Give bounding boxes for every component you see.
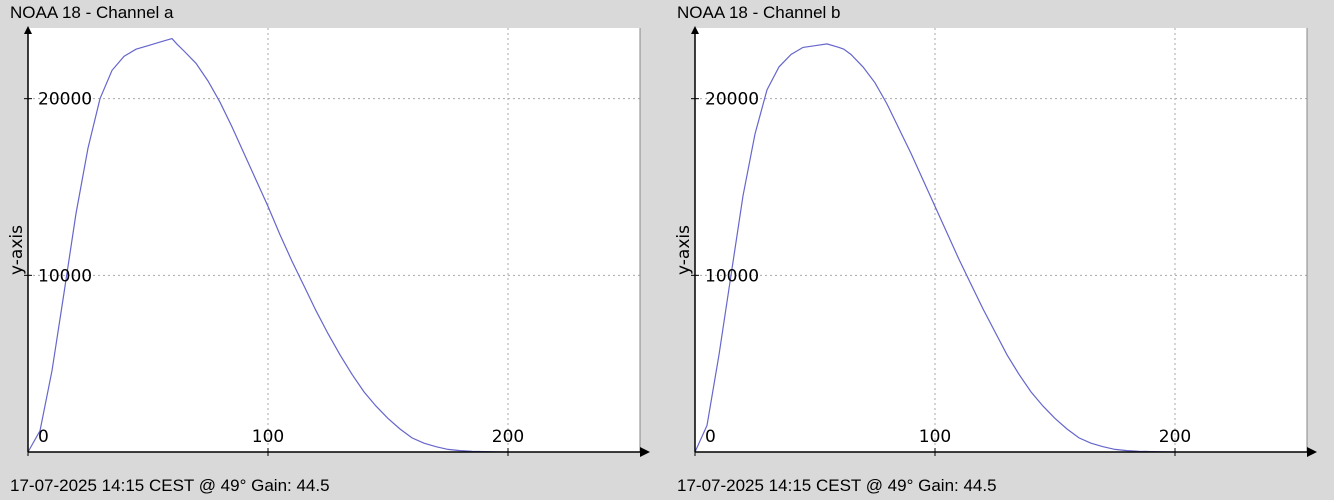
x-tick-label: 100 (252, 427, 284, 447)
series-line (694, 43, 1176, 453)
chart-title: NOAA 18 - Channel a (10, 3, 174, 22)
chart-panel-b: NOAA 18 - Channel b 0 100 200 10000 20000 y-a… (667, 0, 1327, 500)
chart-a: 0 100 200 10000 20000 y-axis (7, 26, 650, 457)
x-tick-label: 0 (38, 427, 49, 447)
y-axis-label: y-axis (674, 225, 694, 275)
chart-b: 0 100 200 10000 20000 y-axis (674, 26, 1317, 457)
y-tick-label: 20000 (705, 90, 759, 110)
plot-area (695, 28, 1307, 452)
y-axis-arrow (691, 26, 699, 34)
y-tick-label: 10000 (705, 266, 759, 286)
x-axis-arrow (640, 447, 650, 457)
y-tick-label: 20000 (38, 90, 92, 110)
y-axis-arrow (24, 26, 32, 34)
x-tick-label: 200 (1159, 427, 1191, 447)
chart-footer: 17-07-2025 14:15 CEST @ 49° Gain: 44.5 (677, 476, 997, 495)
chart-title: NOAA 18 - Channel b (677, 3, 841, 22)
x-tick-label: 100 (919, 427, 951, 447)
chart-panel-a: NOAA 18 - Channel a 0 100 200 10000 20000 y-a… (0, 0, 660, 500)
series-line (27, 37, 509, 453)
y-axis-label: y-axis (7, 225, 27, 275)
x-axis-arrow (1307, 447, 1317, 457)
chart-footer: 17-07-2025 14:15 CEST @ 49° Gain: 44.5 (10, 476, 330, 495)
plot-area (28, 28, 640, 452)
x-tick-label: 0 (705, 427, 716, 447)
x-tick-label: 200 (492, 427, 524, 447)
y-tick-label: 10000 (38, 266, 92, 286)
